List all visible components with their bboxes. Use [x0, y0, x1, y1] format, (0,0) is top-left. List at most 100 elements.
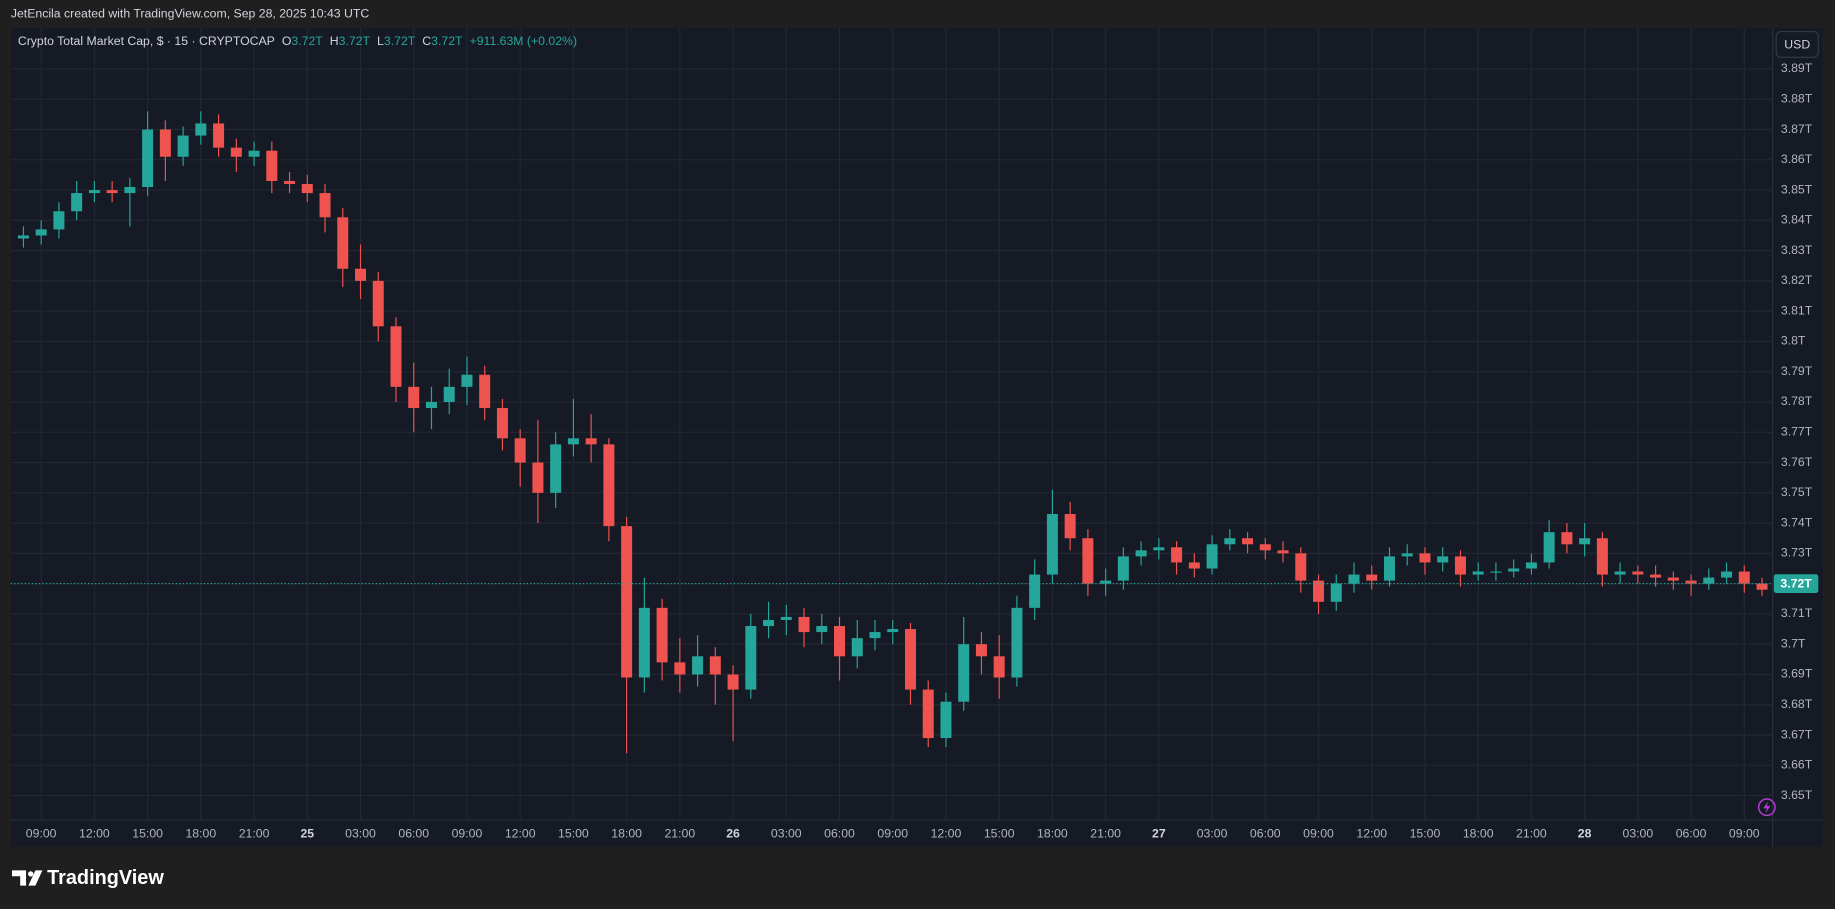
candle-body	[1082, 538, 1094, 584]
x-tick-label: 03:00	[345, 826, 376, 840]
candle-body	[301, 183, 313, 194]
legend-label: L	[377, 34, 384, 48]
candle-body	[372, 280, 384, 327]
candle-body	[550, 444, 562, 493]
candle-body	[1756, 583, 1768, 590]
candle-body	[1437, 556, 1449, 563]
candle-body	[1667, 577, 1679, 581]
candle-body	[88, 190, 100, 194]
x-tick-label: 21:00	[664, 826, 695, 840]
x-tick-label: 06:00	[398, 826, 429, 840]
candle-body	[1401, 553, 1413, 557]
candle-body	[195, 123, 207, 136]
y-tick-label: 3.68T	[1781, 697, 1813, 711]
candle-body	[869, 632, 881, 639]
candle-body	[727, 674, 739, 690]
candle-body	[1188, 562, 1200, 569]
x-tick-label: 09:00	[1729, 826, 1760, 840]
legend-value: 3.72T	[291, 34, 323, 48]
y-tick-label: 3.79T	[1781, 364, 1813, 378]
candle-body	[514, 438, 526, 463]
candle-body	[993, 656, 1005, 678]
y-tick-label: 3.85T	[1781, 182, 1813, 196]
candle-body	[780, 616, 792, 620]
x-tick-label: 18:00	[1037, 826, 1068, 840]
y-tick-label: 3.77T	[1781, 425, 1813, 439]
x-tick-label: 15:00	[558, 826, 589, 840]
candle-body	[159, 129, 171, 157]
candle-body	[1046, 514, 1058, 575]
x-tick-label: 09:00	[1303, 826, 1334, 840]
candle-body	[17, 235, 29, 239]
x-tick-label: 09:00	[452, 826, 483, 840]
y-tick-label: 3.86T	[1781, 152, 1813, 166]
candle-body	[940, 701, 952, 739]
x-tick-label: 06:00	[824, 826, 855, 840]
x-tick-label: 26	[726, 826, 740, 840]
y-tick-label: 3.65T	[1781, 788, 1813, 802]
currency-button[interactable]	[1775, 31, 1819, 58]
candle-body	[266, 150, 278, 181]
x-tick-label: 15:00	[984, 826, 1015, 840]
candle-body	[1685, 580, 1697, 584]
y-tick-label: 3.66T	[1781, 758, 1813, 772]
candle-body	[1490, 571, 1502, 573]
x-tick-label: 18:00	[185, 826, 216, 840]
candle-body	[1454, 556, 1466, 575]
x-tick-label: 06:00	[1676, 826, 1707, 840]
x-tick-label: 12:00	[1356, 826, 1387, 840]
y-tick-label: 3.74T	[1781, 515, 1813, 529]
candle-body	[425, 401, 437, 409]
candle-body	[816, 626, 828, 633]
candle-body	[1383, 556, 1395, 581]
x-tick-label: 18:00	[611, 826, 642, 840]
y-tick-label: 3.81T	[1781, 303, 1813, 317]
candle-body	[798, 616, 810, 633]
candle-body	[1721, 571, 1733, 578]
y-tick-label: 3.7T	[1781, 636, 1806, 650]
x-tick-label: 27	[1152, 826, 1166, 840]
candle-body	[567, 438, 579, 445]
candle-body	[1064, 514, 1076, 539]
candle-body	[674, 662, 686, 675]
candle-body	[1596, 538, 1608, 575]
candle-body	[922, 689, 934, 739]
candle-body	[1011, 607, 1023, 678]
candle-body	[496, 408, 508, 439]
candle-body	[656, 607, 668, 663]
header: JetEncila created with TradingView.com, …	[11, 6, 370, 20]
logo-shape	[28, 870, 43, 886]
candle-body	[1561, 532, 1573, 545]
candle-body	[1100, 580, 1112, 584]
chart-pane	[10, 28, 1823, 847]
candle-body	[319, 193, 331, 218]
candle-body	[1543, 532, 1555, 563]
candle-body	[71, 193, 83, 212]
candle-body	[53, 211, 65, 230]
candle-body	[621, 526, 633, 678]
candle-body	[1738, 571, 1750, 584]
candle-body	[408, 386, 420, 409]
candle-body	[35, 229, 47, 236]
candle-body	[585, 438, 597, 445]
candle-body	[887, 629, 899, 633]
x-tick-label: 21:00	[1090, 826, 1121, 840]
x-tick-label: 25	[300, 826, 314, 840]
y-tick-label: 3.82T	[1781, 273, 1813, 287]
y-tick-label: 3.71T	[1781, 606, 1813, 620]
candle-body	[603, 444, 615, 527]
y-tick-label: 3.67T	[1781, 727, 1813, 741]
candle-body	[1206, 544, 1218, 569]
candle-body	[1330, 583, 1342, 602]
y-tick-label: 3.89T	[1781, 61, 1813, 75]
alert-icon[interactable]	[1757, 798, 1776, 817]
candle-body	[1277, 550, 1289, 554]
candle-body	[958, 644, 970, 702]
symbol-title: Crypto Total Market Cap, $ · 15 · CRYPTO…	[18, 34, 275, 48]
candle-body	[975, 644, 987, 657]
x-tick-label: 12:00	[79, 826, 110, 840]
candle-body	[177, 135, 189, 157]
x-tick-label: 12:00	[505, 826, 536, 840]
legend-label: C	[422, 34, 431, 48]
